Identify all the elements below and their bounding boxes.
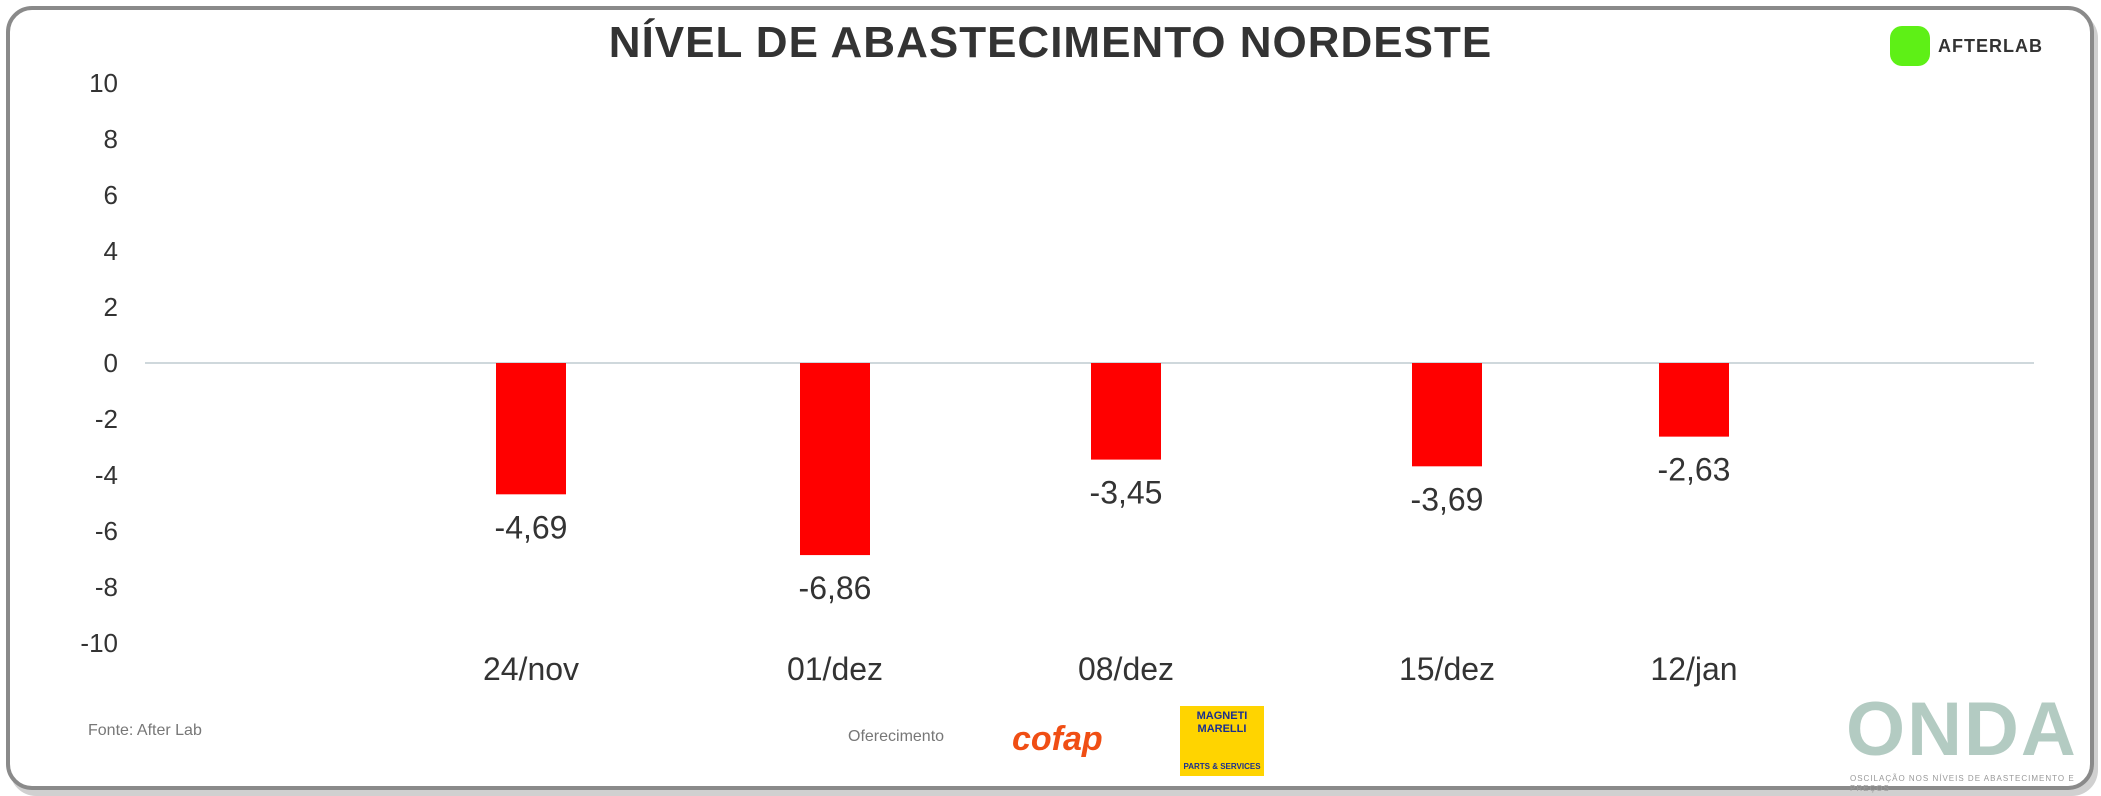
y-tick-label: 4 <box>104 236 118 266</box>
x-tick-label: 12/jan <box>1650 651 1737 687</box>
y-tick-label: -10 <box>80 628 118 658</box>
x-tick-label: 08/dez <box>1078 651 1174 687</box>
y-tick-label: -6 <box>95 516 118 546</box>
chart-title: NÍVEL DE ABASTECIMENTO NORDESTE <box>608 18 1493 67</box>
y-tick-label: 10 <box>89 68 118 98</box>
y-tick-label: 0 <box>104 348 118 378</box>
x-tick-label: 15/dez <box>1399 651 1495 687</box>
y-tick-label: 2 <box>104 292 118 322</box>
y-tick-label: 8 <box>104 124 118 154</box>
source-note: Fonte: After Lab <box>88 722 202 739</box>
brand-name: AFTERLAB <box>1938 35 2043 56</box>
data-label: -3,45 <box>1090 475 1163 511</box>
card-frame <box>6 6 2094 790</box>
data-label: -3,69 <box>1411 481 1484 517</box>
cofap-logo: cofap <box>1012 720 1103 758</box>
sponsor-label: Oferecimento <box>848 728 945 745</box>
x-tick-label: 01/dez <box>787 651 883 687</box>
marelli-name: MAGNETI MARELLI <box>1196 710 1248 735</box>
data-label: -2,63 <box>1658 452 1731 488</box>
magneti-marelli-logo: MAGNETI MARELLI PARTS & SERVICES <box>1180 706 1264 776</box>
bar <box>1091 363 1161 460</box>
y-tick-label: 6 <box>104 180 118 210</box>
bar <box>1659 363 1729 437</box>
marelli-sub: PARTS & SERVICES <box>1183 762 1261 771</box>
data-label: -6,86 <box>799 570 872 606</box>
data-label: -4,69 <box>495 509 568 545</box>
y-tick-label: -2 <box>95 404 118 434</box>
y-tick-label: -4 <box>95 460 118 490</box>
afterlab-logo: AFTERLAB <box>1890 26 2043 66</box>
bar <box>1412 363 1482 467</box>
afterlab-logo-icon <box>1890 26 1930 66</box>
x-tick-label: 24/nov <box>483 651 579 687</box>
bar <box>496 363 566 495</box>
onda-logo: ONDA <box>1846 687 2078 772</box>
y-tick-label: -8 <box>95 572 118 602</box>
onda-tagline: OSCILAÇÃO NOS NÍVEIS DE ABASTECIMENTO E … <box>1850 774 2075 793</box>
bar <box>800 363 870 556</box>
